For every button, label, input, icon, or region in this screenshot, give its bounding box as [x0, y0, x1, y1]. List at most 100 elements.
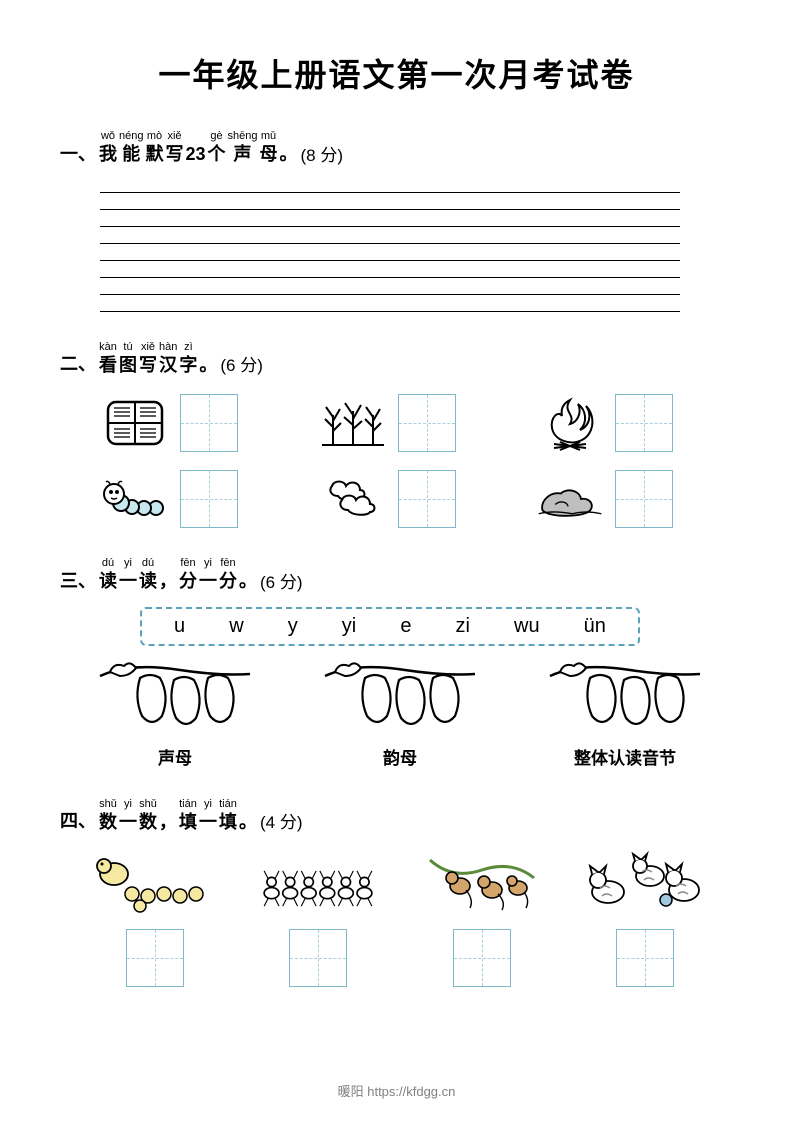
section-2-grid: [100, 394, 733, 528]
section-1-number: 一、: [60, 140, 96, 166]
field-icon: [100, 394, 170, 452]
writing-line[interactable]: [100, 193, 680, 210]
pinyin-item: w: [229, 615, 243, 638]
pinyin-item: wu: [514, 615, 540, 638]
ruby-char: tián填: [179, 799, 197, 834]
section-3-points: (6 分): [260, 568, 303, 593]
ruby-char: wǒ我: [99, 131, 117, 166]
answer-box[interactable]: [615, 394, 673, 452]
ruby-char: fēn分: [219, 558, 237, 593]
category-zhengti: 整体认读音节: [540, 658, 710, 769]
section-3-comma: ，: [159, 571, 177, 593]
answer-box[interactable]: [126, 929, 184, 987]
category-row: 声母 韵母: [90, 658, 710, 769]
writing-line[interactable]: [100, 227, 680, 244]
section-1-heading: 一、 wǒ我néng能mò默xiě写 23 gè个shēng声mǔ母 。 (8 …: [60, 131, 733, 166]
section-3-tail: 。: [239, 571, 257, 593]
pinyin-item: e: [400, 615, 411, 638]
ruby-char: tián填: [219, 799, 237, 834]
writing-line[interactable]: [100, 176, 680, 193]
section-4-heading: 四、 shǔ数yi一shǔ数 ， tián填yi一tián填 。 (4 分): [60, 799, 733, 834]
ruby-char: yi一: [119, 558, 137, 593]
ruby-char: xiě写: [165, 131, 183, 166]
answer-box[interactable]: [289, 929, 347, 987]
section-2-number: 二、: [60, 350, 96, 376]
section-2: 二、 kàn看tú图xiě写hàn汉zì字 。 (6 分): [60, 342, 733, 529]
ruby-char: yi一: [199, 799, 217, 834]
section-4-comma: ，: [159, 812, 177, 834]
list-item: [253, 847, 383, 987]
pinyin-item: y: [288, 615, 298, 638]
list-item: [318, 394, 516, 452]
ruby-char: xiě写: [139, 342, 157, 377]
section-3-number: 三、: [60, 567, 96, 593]
page-title: 一年级上册语文第一次月考试卷: [60, 50, 733, 96]
ruby-char: shēng声: [228, 131, 258, 166]
list-item: [100, 394, 298, 452]
category-label: 韵母: [383, 744, 417, 769]
category-label: 声母: [158, 744, 192, 769]
answer-box[interactable]: [453, 929, 511, 987]
grain-icon: [318, 394, 388, 452]
list-item: [417, 847, 547, 987]
ruby-char: hàn汉: [159, 342, 177, 377]
ruby-char: yi一: [119, 799, 137, 834]
answer-box[interactable]: [180, 470, 238, 528]
pinyin-item: zi: [456, 615, 470, 638]
ducks-icon: [90, 847, 220, 917]
answer-box[interactable]: [615, 470, 673, 528]
answer-box[interactable]: [398, 470, 456, 528]
answer-box[interactable]: [398, 394, 456, 452]
list-item: [535, 394, 733, 452]
section-2-heading: 二、 kàn看tú图xiě写hàn汉zì字 。 (6 分): [60, 342, 733, 377]
writing-line[interactable]: [100, 244, 680, 261]
ruby-char: mǔ母: [260, 131, 278, 166]
ruby-char: néng能: [119, 131, 143, 166]
section-1: 一、 wǒ我néng能mò默xiě写 23 gè个shēng声mǔ母 。 (8 …: [60, 131, 733, 312]
section-4-tail: 。: [239, 812, 257, 834]
writing-line[interactable]: [100, 295, 680, 312]
section-2-points: (6 分): [220, 351, 263, 376]
answer-box[interactable]: [616, 929, 674, 987]
section-4-grid: [90, 847, 710, 987]
section-4: 四、 shǔ数yi一shǔ数 ， tián填yi一tián填 。 (4 分): [60, 799, 733, 988]
flower-icon: [90, 658, 260, 736]
pinyin-box: uwyyieziwuün: [140, 607, 640, 646]
pinyin-item: ün: [584, 615, 606, 638]
cats-icon: [580, 847, 710, 917]
monkeys-icon: [417, 847, 547, 917]
writing-line[interactable]: [100, 278, 680, 295]
section-3: 三、 dú读yi一dú读 ， fēn分yi一fēn分 。 (6 分) u w y yi…: [60, 558, 733, 769]
flower-icon: [540, 658, 710, 736]
category-shengmu: 声母: [90, 658, 260, 769]
section-4-number: 四、: [60, 807, 96, 833]
page-footer: 暖阳 https://kfdgg.cn: [0, 1081, 793, 1100]
ruby-char: yi一: [199, 558, 217, 593]
ruby-char: tú图: [119, 342, 137, 377]
ants-icon: [253, 847, 383, 917]
pinyin-item: u: [174, 615, 185, 638]
ruby-char: shǔ数: [99, 799, 117, 834]
writing-line[interactable]: [100, 210, 680, 227]
ruby-char: dú读: [99, 558, 117, 593]
section-3-heading: 三、 dú读yi一dú读 ， fēn分yi一fēn分 。 (6 分): [60, 558, 733, 593]
list-item: [580, 847, 710, 987]
ruby-char: gè个: [208, 131, 226, 166]
cloud-icon: [318, 470, 388, 528]
section-1-tail: 。: [280, 144, 298, 166]
ruby-char: mò默: [145, 131, 163, 166]
writing-line[interactable]: [100, 261, 680, 278]
writing-lines[interactable]: [100, 176, 680, 312]
section-1-mid: 23: [185, 144, 205, 166]
fire-icon: [535, 394, 605, 452]
worm-icon: [100, 470, 170, 528]
category-label: 整体认读音节: [574, 744, 676, 769]
list-item: [535, 470, 733, 528]
list-item: [318, 470, 516, 528]
flower-icon: [315, 658, 485, 736]
ruby-char: shǔ数: [139, 799, 157, 834]
answer-box[interactable]: [180, 394, 238, 452]
ruby-char: dú读: [139, 558, 157, 593]
category-yunmu: 韵母: [315, 658, 485, 769]
section-2-tail: 。: [199, 355, 217, 377]
